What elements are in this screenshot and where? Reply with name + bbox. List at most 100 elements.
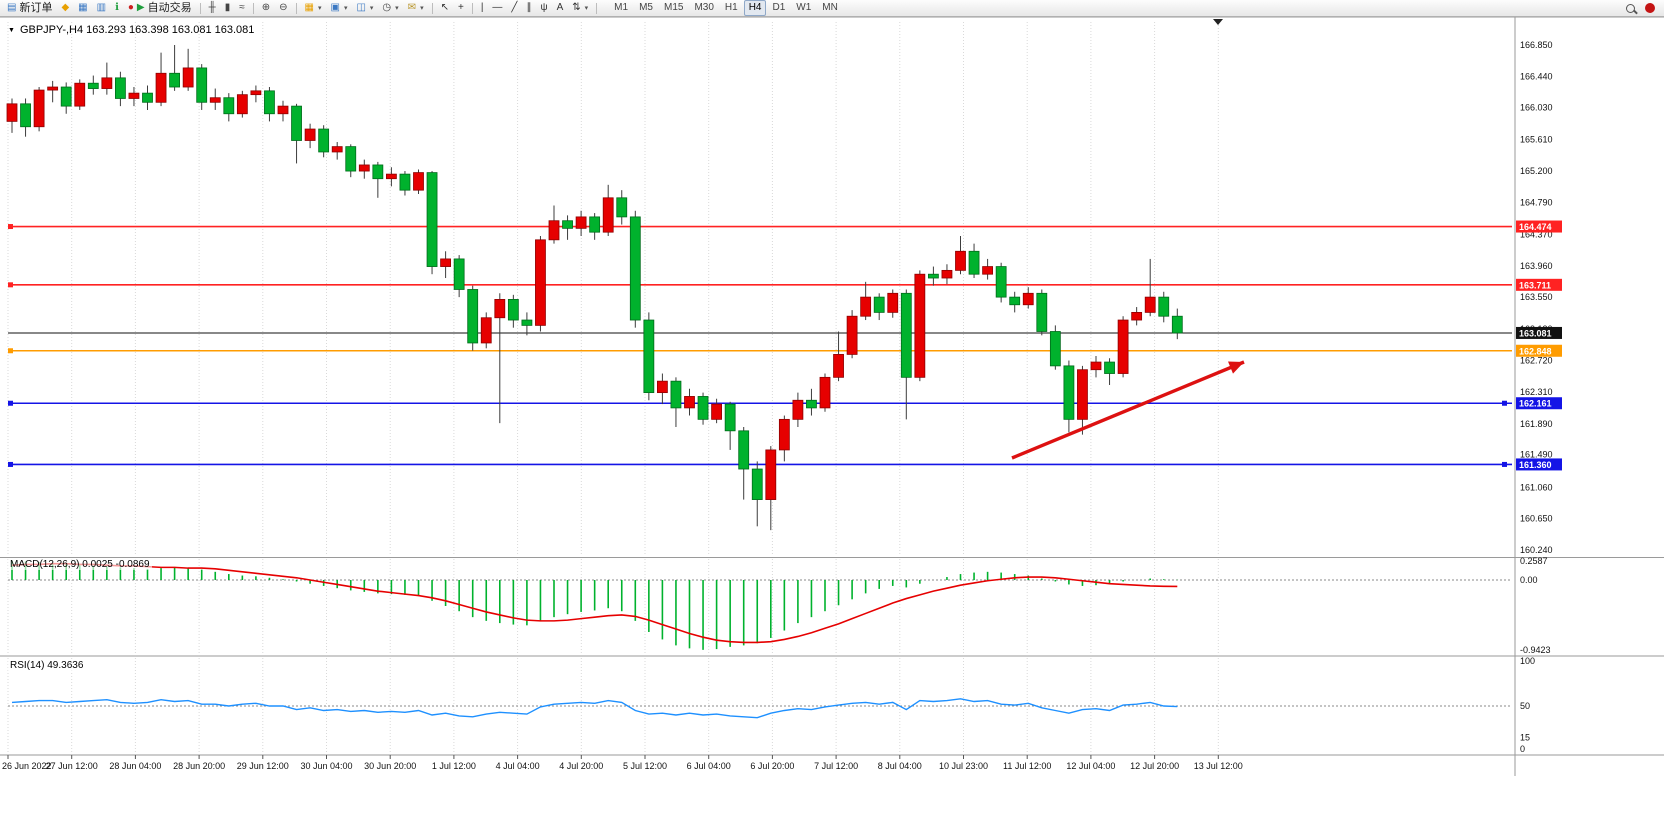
price-axis-label: 162.310 bbox=[1520, 387, 1553, 397]
trend-arrow[interactable] bbox=[1011, 360, 1245, 460]
alerts-clock-button[interactable]: ◷ ▾ bbox=[378, 1, 402, 16]
templates-button[interactable]: ◫ ▾ bbox=[352, 1, 377, 16]
annotations-layer bbox=[1011, 360, 1245, 460]
search-icon[interactable] bbox=[1626, 3, 1635, 13]
price-badge-label: 161.360 bbox=[1519, 460, 1552, 470]
price-axis-label: 164.370 bbox=[1520, 229, 1553, 239]
auto-trading-button[interactable]: ● ▶ 自动交易 bbox=[124, 1, 196, 16]
resistance-line-handle[interactable] bbox=[8, 282, 13, 288]
dropdown-caret-icon: ▾ bbox=[317, 4, 322, 12]
auto-trading-icon: ▶ bbox=[136, 2, 145, 13]
bull-candle bbox=[480, 317, 492, 344]
support-line-handle[interactable] bbox=[1502, 461, 1507, 467]
timeframe-button-h4[interactable]: H4 bbox=[743, 0, 767, 16]
indicators-button[interactable]: ▦ ▾ bbox=[301, 1, 326, 16]
macd-axis-label: 0.2587 bbox=[1520, 556, 1548, 566]
bull-candle bbox=[155, 72, 167, 103]
main-toolbar: ▤ 新订单 ◆ ▦ ▥ ℹ ● ▶ 自动交易 ╫ ▮ ≈ ⊕ ⊖ ▦ ▾ ▣ ▾ ◫ ▾ ◷ ▾ ✉ ▾ ↖ + | — ╱ ∥ ψ A ⇅ ▾ M… bbox=[0, 0, 1664, 17]
bear-candle bbox=[968, 250, 980, 275]
bar-chart-button[interactable]: ╫ bbox=[205, 1, 220, 16]
new-order-label: 新订单 bbox=[19, 1, 53, 14]
bear-candle bbox=[264, 90, 275, 115]
fibonacci-button[interactable]: ψ bbox=[536, 1, 551, 16]
bear-candle bbox=[60, 86, 72, 107]
zoom-in-button[interactable]: ⊕ bbox=[258, 1, 274, 16]
profiles-button[interactable]: ◆ bbox=[57, 1, 73, 16]
price-axis-label: 162.720 bbox=[1520, 356, 1553, 366]
timeframe-button-m30[interactable]: M30 bbox=[694, 2, 714, 13]
date-axis-label: 28 Jun 20:00 bbox=[173, 761, 225, 771]
zoom-out-button[interactable]: ⊖ bbox=[275, 1, 291, 16]
bull-candle bbox=[33, 89, 45, 128]
resistance-line-handle[interactable] bbox=[8, 224, 13, 230]
horizontal-lines-layer bbox=[8, 224, 1512, 467]
bear-candle bbox=[670, 380, 682, 409]
rsi-layer bbox=[8, 698, 1512, 719]
bear-candle bbox=[724, 403, 736, 432]
auto-trading-label: 自动交易 bbox=[147, 1, 192, 14]
date-axis-label: 13 Jul 12:00 bbox=[1194, 761, 1243, 771]
date-axis-label: 8 Jul 04:00 bbox=[878, 761, 922, 771]
bear-candle bbox=[345, 146, 357, 172]
chart-menu-icon[interactable]: ▼ bbox=[8, 26, 15, 34]
support-line-handle[interactable] bbox=[1502, 400, 1507, 406]
new-order-icon: ▤ bbox=[7, 2, 17, 13]
timeframe-button-m15[interactable]: M15 bbox=[663, 2, 684, 13]
zoom-in-icon: ⊕ bbox=[261, 2, 271, 13]
data-window-button[interactable]: ▥ bbox=[93, 1, 110, 16]
bull-candle bbox=[74, 82, 86, 107]
crosshair-button[interactable]: + bbox=[454, 1, 468, 16]
navigator-button[interactable]: ℹ bbox=[111, 1, 123, 16]
timeframe-button-h1[interactable]: H1 bbox=[724, 2, 738, 13]
arrows-tool-button[interactable]: ⇅ ▾ bbox=[568, 1, 592, 16]
timeframe-button-w1[interactable]: W1 bbox=[796, 2, 812, 13]
alerts-clock-icon: ◷ bbox=[382, 2, 392, 13]
horizontal-line-button[interactable]: — bbox=[488, 1, 506, 16]
bull-candle bbox=[941, 269, 953, 279]
pivot-line-handle[interactable] bbox=[8, 348, 13, 354]
bull-candle bbox=[358, 164, 370, 172]
bear-candle bbox=[169, 72, 181, 88]
price-axis-label: 165.200 bbox=[1520, 166, 1553, 176]
trendline-button[interactable]: ╱ bbox=[507, 1, 521, 16]
new-order-button[interactable]: ▤ 新订单 bbox=[3, 1, 56, 16]
notification-badge[interactable] bbox=[1645, 3, 1655, 13]
market-watch-button[interactable]: ▦ bbox=[74, 1, 91, 16]
bull-candle bbox=[236, 94, 248, 115]
vertical-line-button[interactable]: | bbox=[477, 1, 488, 16]
bull-candle bbox=[413, 172, 424, 191]
price-axis-label: 165.610 bbox=[1520, 135, 1553, 145]
date-axis-label: 7 Jul 12:00 bbox=[814, 761, 858, 771]
text-label-button[interactable]: A bbox=[553, 1, 568, 16]
timeframe-button-m1[interactable]: M1 bbox=[614, 2, 629, 13]
support-line-handle[interactable] bbox=[8, 461, 13, 467]
support-line-handle[interactable] bbox=[8, 400, 13, 406]
cursor-button[interactable]: ↖ bbox=[437, 1, 453, 16]
price-axis-label: 160.240 bbox=[1520, 545, 1553, 555]
line-chart-button[interactable]: ≈ bbox=[235, 1, 249, 16]
candlestick-chart-icon: ▮ bbox=[224, 2, 231, 13]
rsi-axis-label: 0 bbox=[1520, 744, 1525, 754]
price-axis-label: 160.650 bbox=[1520, 514, 1553, 524]
mailbox-button[interactable]: ✉ ▾ bbox=[404, 1, 428, 16]
bull-candle bbox=[860, 296, 872, 317]
trendline-icon: ╱ bbox=[511, 2, 518, 13]
price-axis-label: 166.440 bbox=[1520, 71, 1553, 81]
timeframe-button-m5[interactable]: M5 bbox=[639, 2, 653, 13]
periods-button[interactable]: ▣ ▾ bbox=[326, 1, 351, 16]
bear-candle bbox=[318, 128, 330, 153]
chart-shift-marker[interactable] bbox=[1213, 19, 1223, 25]
price-badge-label: 163.081 bbox=[1519, 328, 1552, 338]
bear-candle bbox=[399, 173, 411, 191]
equidistant-channel-button[interactable]: ∥ bbox=[522, 1, 535, 16]
timeframe-button-mn[interactable]: MN bbox=[822, 2, 838, 13]
templates-icon: ◫ bbox=[356, 2, 366, 13]
bear-candle bbox=[738, 430, 750, 470]
bear-candle bbox=[372, 164, 384, 180]
date-axis-label: 29 Jun 12:00 bbox=[237, 761, 289, 771]
timeframe-button-d1[interactable]: D1 bbox=[772, 2, 786, 13]
bull-candle bbox=[684, 396, 695, 409]
candlestick-chart-button[interactable]: ▮ bbox=[221, 1, 235, 16]
